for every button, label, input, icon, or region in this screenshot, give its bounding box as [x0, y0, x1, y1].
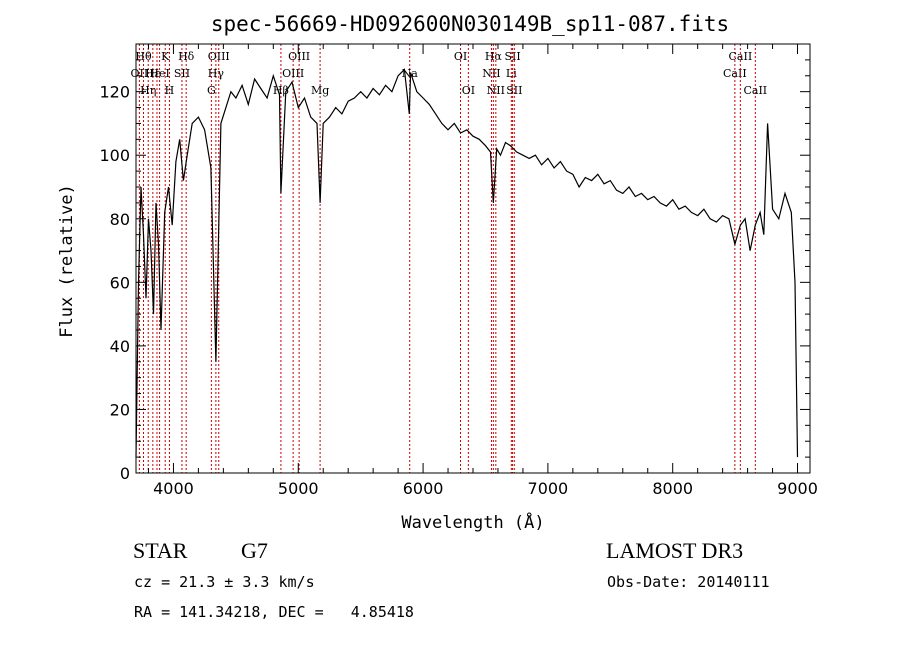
line-marker-label-22: NII — [487, 84, 505, 97]
line-markers: OIIHθHηHεHeIKHSIIHδGHγOIIIHβOIIIOIIIMgNa… — [131, 44, 767, 473]
line-marker-label-25: SII — [506, 84, 522, 97]
x-tick-label-1: 5000 — [278, 479, 319, 498]
y-tick-label-5: 100 — [99, 146, 130, 165]
line-marker-label-11: Hγ — [208, 67, 225, 80]
survey-name: LAMOST DR3 — [606, 538, 744, 563]
line-marker-label-16: Mg — [311, 84, 329, 97]
obs-date: Obs-Date: 20140111 — [607, 573, 770, 591]
x-tick-label-4: 8000 — [652, 479, 693, 498]
y-tick-label-6: 120 — [99, 83, 130, 102]
subclass: G7 — [241, 538, 268, 563]
line-marker-label-26: CaII — [723, 67, 747, 80]
y-tick-label-3: 60 — [110, 273, 130, 292]
line-marker-label-24: SII — [504, 50, 520, 63]
x-axis-ticks: 4000 5000 6000 7000 8000 9000 — [147, 44, 818, 498]
y-tick-label-1: 20 — [110, 400, 130, 419]
line-marker-label-27: CaII — [729, 50, 753, 63]
y-axis-ticks: 0 20 40 60 80 100 120 — [99, 59, 810, 483]
y-tick-label-2: 40 — [110, 337, 130, 356]
x-tick-label-3: 7000 — [528, 479, 569, 498]
line-marker-label-6: K — [161, 50, 170, 63]
spectrum-series — [135, 68, 799, 458]
x-axis-label: Wavelength (Å) — [401, 511, 544, 533]
line-marker-label-1: Hθ — [135, 50, 152, 63]
y-axis-label: Flux (relative) — [57, 184, 77, 338]
spectrum-line-0 — [135, 68, 799, 458]
object-class: STAR — [133, 538, 188, 563]
x-tick-label-5: 9000 — [777, 479, 818, 498]
line-marker-label-8: SII — [174, 67, 190, 80]
redshift-info: cz = 21.3 ± 3.3 km/s — [134, 573, 315, 591]
x-tick-label-0: 4000 — [153, 479, 194, 498]
y-tick-label-4: 80 — [110, 210, 130, 229]
line-marker-label-18: OI — [454, 50, 467, 63]
plot-frame — [135, 43, 811, 474]
line-marker-label-28: CaII — [743, 84, 767, 97]
line-marker-label-10: G — [207, 84, 216, 97]
line-marker-label-2: Hη — [140, 84, 156, 97]
line-marker-label-15: OIII — [288, 50, 310, 63]
x-tick-label-2: 6000 — [403, 479, 444, 498]
line-marker-label-21: Hα — [485, 50, 503, 63]
line-marker-label-5: HeI — [149, 67, 169, 80]
line-marker-label-23: Li — [506, 67, 517, 80]
line-marker-label-12: OIII — [208, 50, 230, 63]
coordinates: RA = 141.34218, DEC = 4.85418 — [134, 603, 414, 621]
line-marker-label-7: H — [165, 84, 175, 97]
line-marker-label-20: NII — [482, 67, 500, 80]
line-marker-label-14: OIII — [282, 67, 304, 80]
y-tick-label-0: 0 — [120, 464, 130, 483]
line-marker-label-19: OI — [462, 84, 475, 97]
line-marker-label-9: Hδ — [178, 50, 195, 63]
chart-title: spec-56669-HD092600N030149B_sp11-087.fit… — [211, 12, 729, 36]
